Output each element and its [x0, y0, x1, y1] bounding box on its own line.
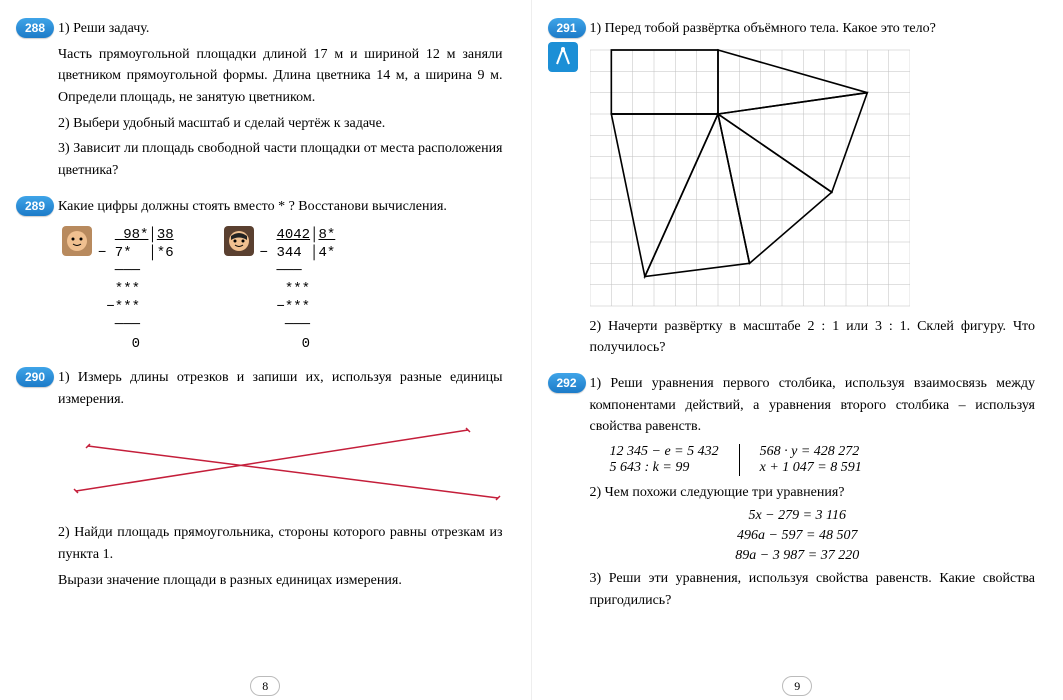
p291-part2: 2) Начерти развёртку в масштабе 2 : 1 ил…	[590, 316, 1036, 359]
badge-292: 292	[548, 373, 586, 393]
p290-part3: Вырази значение площади в разных единица…	[58, 570, 503, 592]
badge-291: 291	[548, 18, 586, 38]
problem-292: 292 1) Реши уравнения первого столбика, …	[560, 373, 1036, 611]
p288-part1-label: 1) Реши задачу.	[58, 18, 503, 40]
line-segments	[58, 416, 503, 516]
page-right: 291 1) Перед тобой развёртка объёмного т…	[532, 0, 1063, 700]
problem-291: 291 1) Перед тобой развёртка объёмного т…	[560, 18, 1036, 359]
p291-part1: 1) Перед тобой развёртка объёмного тела.…	[590, 18, 1036, 40]
p288-part1-text: Часть прямоугольной площадки длиной 17 м…	[58, 44, 503, 109]
eq-center-1: 5x − 279 = 3 116	[560, 508, 1036, 524]
problem-288: 288 1) Реши задачу. Часть прямоугольной …	[28, 18, 503, 182]
net-figure	[590, 48, 910, 308]
p290-part1: 1) Измерь длины отрезков и запиши их, ис…	[58, 367, 503, 410]
p292-part3: 3) Реши эти уравнения, используя свойств…	[590, 568, 1036, 611]
p289-text: Какие цифры должны стоять вместо * ? Вос…	[58, 196, 503, 218]
grid-lines	[590, 50, 910, 306]
p292-part1: 1) Реши уравнения первого столбика, испо…	[590, 373, 1036, 438]
badge-290: 290	[16, 367, 54, 387]
badge-289: 289	[16, 196, 54, 216]
face-icon-1	[62, 226, 92, 256]
p292-part2: 2) Чем похожи следующие три уравнения?	[590, 482, 1036, 504]
face-icon-2	[224, 226, 254, 256]
p288-part3: 3) Зависит ли площадь свободной части пл…	[58, 138, 503, 181]
eq-center-2: 496a − 597 = 48 507	[560, 528, 1036, 544]
eq-center-3: 89a − 3 987 = 37 220	[560, 548, 1036, 564]
division-1: 98*│38 − 7* │*6 ─── *** −*** ─── 0	[98, 226, 174, 353]
eq-columns: 12 345 − e = 5 432 5 643 : k = 99 568 · …	[590, 444, 1036, 476]
compass-icon	[548, 42, 578, 72]
page-left: 288 1) Реши задачу. Часть прямоугольной …	[0, 0, 532, 700]
badge-288: 288	[16, 18, 54, 38]
p288-part2: 2) Выбери удобный масштаб и сделай чертё…	[58, 113, 503, 135]
eq-c2-1: 568 · y = 428 272	[760, 444, 862, 460]
eq-c1-1: 12 345 − e = 5 432	[610, 444, 719, 460]
eq-c1-2: 5 643 : k = 99	[610, 460, 719, 476]
p290-part2: 2) Найди площадь прямоугольника, стороны…	[58, 522, 503, 565]
problem-289: 289 Какие цифры должны стоять вместо * ?…	[28, 196, 503, 353]
page-num-right: 9	[782, 676, 812, 696]
eq-c2-2: x + 1 047 = 8 591	[760, 460, 862, 476]
division-2: 4042│8* − 344 │4* ─── *** −*** ─── 0	[260, 226, 336, 353]
page-num-left: 8	[250, 676, 280, 696]
segment-2	[88, 446, 498, 498]
segment-1	[76, 430, 468, 491]
problem-290: 290 1) Измерь длины отрезков и запиши их…	[28, 367, 503, 591]
